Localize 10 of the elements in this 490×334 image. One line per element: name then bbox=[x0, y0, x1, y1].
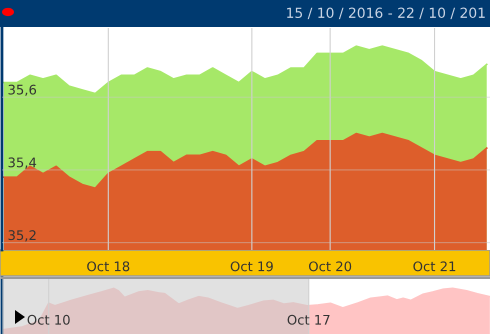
y-tick-label: 35,2 bbox=[8, 230, 36, 242]
chart-title: 15 / 10 / 2016 - 22 / 10 / 201 bbox=[287, 8, 485, 20]
x-tick-label: Oct 20 bbox=[308, 261, 352, 272]
y-tick-label: 35,4 bbox=[8, 157, 36, 169]
y-tick-label: 35,6 bbox=[8, 84, 36, 96]
x-tick-label: Oct 19 bbox=[230, 261, 273, 272]
x-tick-label: Oct 18 bbox=[87, 261, 130, 272]
x-tick-label: Oct 17 bbox=[288, 314, 330, 325]
x-tick-label: Oct 10 bbox=[28, 314, 70, 325]
x-tick-label: Oct 21 bbox=[413, 261, 456, 272]
